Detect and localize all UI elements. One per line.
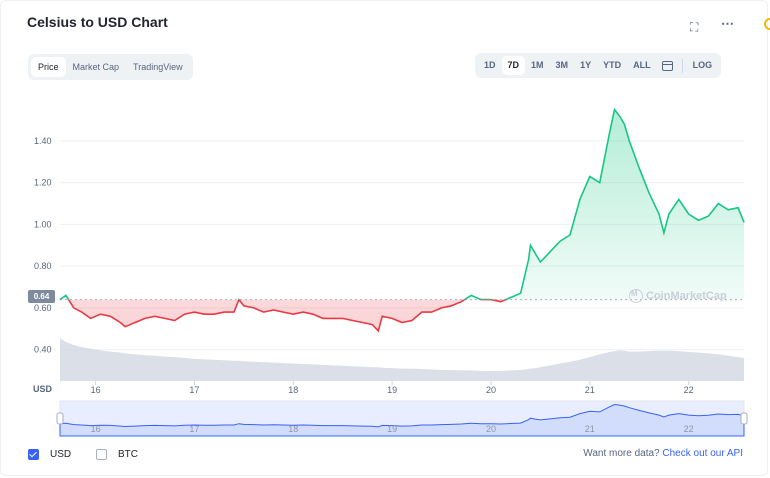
- current-price-tag: 0.64: [28, 290, 55, 303]
- api-link[interactable]: Check out our API: [662, 448, 743, 459]
- navigator-handle-left[interactable]: [56, 412, 64, 425]
- range-1d[interactable]: 1D: [484, 60, 496, 70]
- navigator-handle-right[interactable]: [740, 412, 748, 425]
- x-tick-label: 19: [387, 385, 397, 395]
- navigator-label: 16: [91, 424, 101, 434]
- calendar-icon[interactable]: [661, 60, 673, 71]
- y-unit-label: USD: [33, 384, 53, 394]
- watermark: CoinMarketCap: [629, 289, 727, 303]
- range-tabs: 1D 7D 1M 3M 1Y YTD ALL LOG: [475, 53, 722, 78]
- legend-btc-label: BTC: [118, 449, 138, 460]
- range-divider: [681, 58, 683, 73]
- y-tick-label: 0.80: [34, 261, 52, 271]
- edge-badge-icon: [764, 18, 770, 30]
- range-7d[interactable]: 7D: [501, 56, 526, 75]
- coinmarketcap-logo: [629, 289, 643, 303]
- x-tick-label: 17: [189, 385, 199, 395]
- navigator[interactable]: 16 17 18 19 20 21 22: [56, 400, 748, 437]
- price-line-down: [59, 299, 508, 333]
- y-tick-label: 1.00: [34, 219, 52, 229]
- y-tick-label: 0.40: [34, 345, 52, 355]
- btc-checkbox[interactable]: [96, 449, 107, 460]
- tab-market-cap[interactable]: Market Cap: [72, 62, 120, 72]
- y-axis: 0.40 0.60 0.80 1.00 1.20 1.40 USD: [33, 136, 53, 394]
- api-promo: Want more data? Check out our API: [583, 448, 743, 459]
- watermark-text: CoinMarketCap: [646, 290, 727, 302]
- legend-btc[interactable]: BTC: [96, 449, 138, 460]
- tab-price[interactable]: Price: [31, 57, 66, 77]
- navigator-label: 19: [387, 424, 397, 434]
- x-tick-label: 20: [486, 385, 496, 395]
- navigator-label: 18: [288, 424, 298, 434]
- price-line: [59, 107, 745, 333]
- x-tick-label: 18: [288, 385, 298, 395]
- range-3m[interactable]: 3M: [555, 60, 569, 70]
- x-tick-label: 21: [585, 385, 595, 395]
- volume-series: [60, 338, 744, 381]
- volume-area: [60, 338, 744, 381]
- usd-checkbox[interactable]: [28, 449, 39, 460]
- fill-below-baseline: [60, 299, 744, 331]
- y-tick-label: 0.60: [34, 303, 52, 313]
- x-axis: 16 17 18 19 20 21 22: [91, 381, 694, 395]
- api-prefix: Want more data?: [583, 448, 660, 459]
- navigator-series: [59, 403, 745, 437]
- chart-title: Celsius to USD Chart: [27, 14, 168, 30]
- navigator-label: 21: [585, 424, 595, 434]
- navigator-label: 17: [189, 424, 199, 434]
- x-tick-label: 22: [684, 385, 694, 395]
- view-tabs: Price Market Cap TradingView: [28, 54, 193, 80]
- range-1y[interactable]: 1Y: [580, 60, 592, 70]
- range-all[interactable]: ALL: [633, 60, 651, 70]
- y-tick-label: 1.40: [34, 136, 52, 146]
- range-1m[interactable]: 1M: [531, 60, 544, 70]
- navigator-label: 20: [486, 424, 496, 434]
- tab-tradingview[interactable]: TradingView: [133, 62, 183, 72]
- fill-above-baseline: [60, 109, 744, 300]
- navigator-label: 22: [684, 424, 694, 434]
- y-tick-label: 1.20: [34, 178, 52, 188]
- log-toggle[interactable]: LOG: [692, 60, 713, 70]
- x-tick-label: 16: [91, 385, 101, 395]
- legend-usd-label: USD: [50, 449, 72, 460]
- legend-usd[interactable]: USD: [28, 449, 71, 460]
- expand-icon[interactable]: ⛶: [690, 20, 700, 34]
- range-ytd[interactable]: YTD: [603, 60, 622, 70]
- more-icon[interactable]: ⋯: [721, 16, 734, 31]
- price-line-up: [59, 107, 745, 300]
